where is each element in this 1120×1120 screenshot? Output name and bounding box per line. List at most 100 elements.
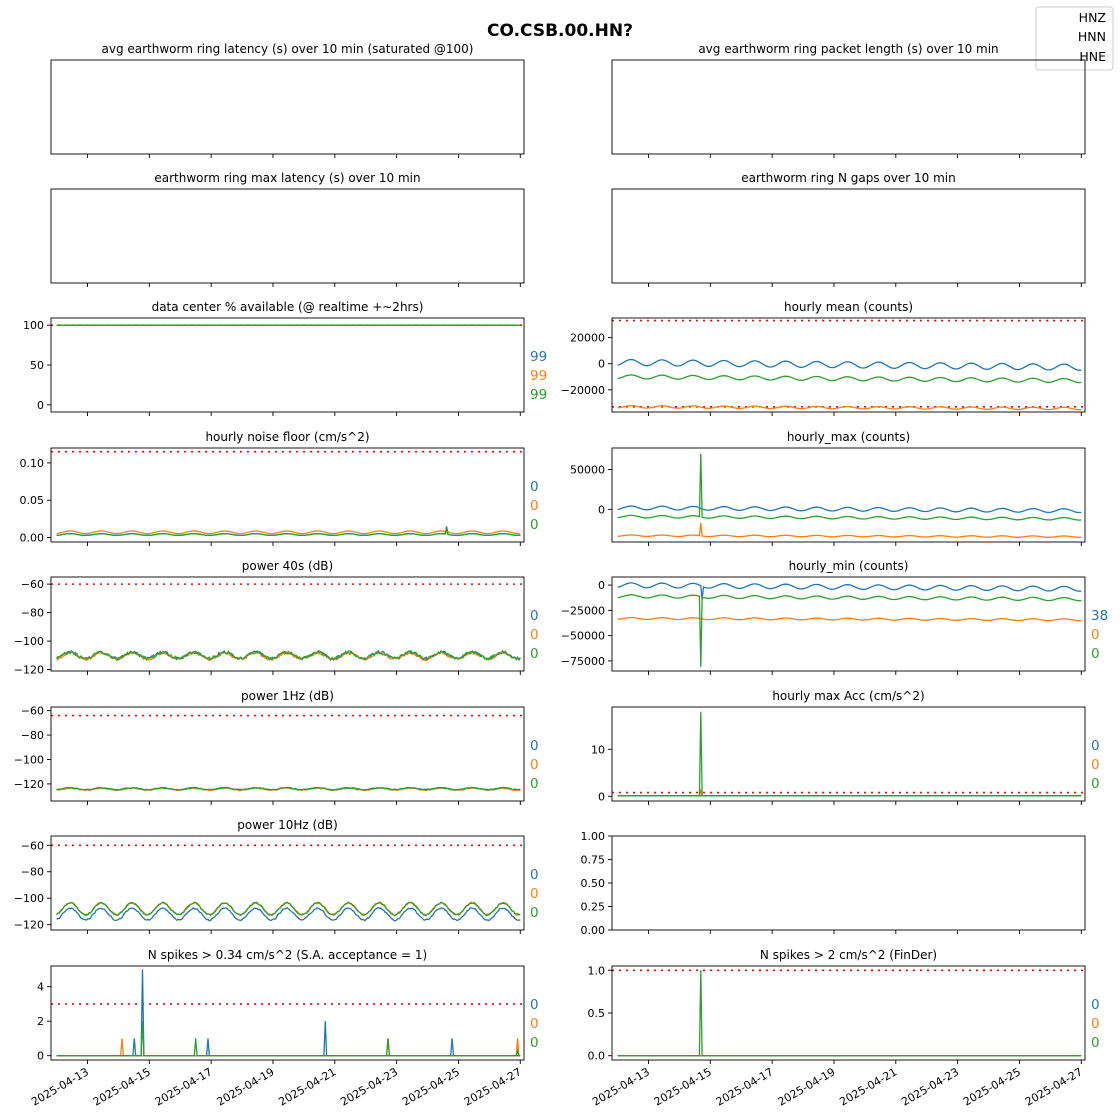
panel-title: hourly_min (counts) (789, 559, 909, 573)
axes-frame (611, 188, 1086, 284)
series-line-hnz (56, 906, 521, 922)
status-count-hnn: 0 (1091, 757, 1100, 773)
plot-area (617, 582, 1082, 668)
y-tick-label: −120 (14, 919, 44, 932)
axes-frame (50, 965, 525, 1061)
axes-frame (611, 59, 1086, 155)
status-count-hne: 0 (530, 905, 539, 921)
y-tick-label: 1.0 (588, 964, 606, 977)
axes-frame (50, 835, 525, 931)
axes-frame (611, 317, 1086, 413)
plot-area (612, 969, 1085, 1057)
y-tick-label: 0.0 (588, 1050, 606, 1063)
y-tick-label: 0 (37, 1050, 44, 1063)
status-count-hne: 99 (530, 387, 547, 403)
series-line-hne (617, 594, 1082, 668)
series-line-hne (617, 374, 1082, 384)
status-count-hnz: 0 (530, 608, 539, 624)
y-tick-label: 0.50 (581, 877, 606, 890)
series-line-hnn (617, 405, 1082, 411)
y-tick-label: 50 (30, 359, 44, 372)
status-count-hnn: 0 (1091, 1016, 1100, 1032)
y-tick-label: 0.00 (581, 924, 606, 937)
series-line-hne (56, 1021, 521, 1057)
panel-1: avg earthworm ring packet length (s) ove… (611, 42, 1086, 158)
panel-12: power 10Hz (dB) −120 −100 −80 −60 0 0 0 (14, 818, 539, 934)
status-count-hnn: 0 (530, 627, 539, 643)
y-tick-label: −60 (21, 705, 44, 718)
axes-frame (50, 188, 525, 284)
y-tick-label: −60 (21, 839, 44, 852)
panel-title: avg earthworm ring packet length (s) ove… (698, 42, 998, 56)
status-count-hnz: 0 (1091, 997, 1100, 1013)
y-tick-label: 0.05 (20, 494, 45, 507)
panel-11: hourly max Acc (cm/s^2) 0 10 0 0 0 (591, 689, 1100, 805)
status-count-hnn: 0 (530, 886, 539, 902)
y-tick-label: 50000 (570, 464, 605, 477)
plot-area (612, 711, 1085, 797)
panel-title: earthworm ring N gaps over 10 min (741, 171, 955, 185)
plot-area (51, 844, 524, 922)
status-count-hnn: 0 (530, 1016, 539, 1032)
status-count-hnz: 0 (1091, 738, 1100, 754)
y-tick-label: −80 (21, 729, 44, 742)
legend-label-hnn: HNN (1078, 29, 1106, 44)
status-count-hnz: 0 (530, 997, 539, 1013)
status-count-hnz: 0 (530, 479, 539, 495)
y-tick-label: −120 (14, 778, 44, 791)
y-tick-label: 1.00 (581, 830, 606, 843)
y-tick-label: 0.00 (20, 532, 45, 545)
plot-area (51, 583, 524, 662)
panel-title: hourly_max (counts) (787, 430, 910, 444)
y-tick-label: 4 (37, 981, 44, 994)
series-line-hnn (617, 616, 1082, 622)
series-line-hnz (617, 582, 1082, 600)
series-line-hnn (56, 530, 521, 535)
axes-frame (50, 706, 525, 802)
panel-3: earthworm ring N gaps over 10 min (611, 171, 1086, 287)
status-count-hne: 0 (1091, 1035, 1100, 1051)
panel-title: power 40s (dB) (242, 559, 333, 573)
status-count-hnn: 0 (530, 757, 539, 773)
status-count-hnz: 99 (530, 349, 547, 365)
panel-10: power 1Hz (dB) −120 −100 −80 −60 0 0 0 (14, 689, 539, 805)
axes-frame (611, 447, 1086, 543)
panel-title: power 1Hz (dB) (241, 689, 334, 703)
plot-area (612, 319, 1085, 411)
panel-13: 0.00 0.25 0.50 0.75 1.00 (581, 830, 1086, 937)
axes-frame (50, 447, 525, 543)
panel-title: N spikes > 2 cm/s^2 (FinDer) (760, 948, 937, 962)
axes-frame (611, 706, 1086, 802)
status-count-hne: 0 (1091, 776, 1100, 792)
y-tick-label: 0 (37, 399, 44, 412)
panel-title: N spikes > 0.34 cm/s^2 (S.A. acceptance … (148, 948, 427, 962)
series-line-hnz (617, 358, 1082, 371)
status-count-hne: 0 (1091, 646, 1100, 662)
y-tick-label: 0.10 (20, 457, 45, 470)
series-line-hne (617, 970, 1082, 1057)
panel-6: hourly noise floor (cm/s^2) 0.00 0.05 0.10 0… (20, 430, 539, 546)
panel-2: earthworm ring max latency (s) over 10 m… (50, 171, 525, 287)
series-line-hne (56, 526, 521, 537)
status-count-hnz: 38 (1091, 608, 1108, 624)
plot-area (51, 969, 524, 1057)
series-line-hne (617, 453, 1082, 521)
y-tick-label: 20000 (570, 332, 605, 345)
y-tick-label: 10 (591, 743, 605, 756)
axes-frame (611, 576, 1086, 672)
axes-frame (50, 576, 525, 672)
y-tick-label: −50000 (561, 630, 605, 643)
panel-title: earthworm ring max latency (s) over 10 m… (154, 171, 420, 185)
y-tick-label: −100 (14, 635, 44, 648)
y-tick-label: 2 (37, 1015, 44, 1028)
status-count-hnz: 0 (530, 738, 539, 754)
y-tick-label: 100 (23, 319, 44, 332)
y-tick-label: −20000 (561, 384, 605, 397)
figure-title: CO.CSB.00.HN? (487, 21, 633, 41)
plot-area (51, 450, 524, 537)
status-count-hne: 0 (530, 776, 539, 792)
legend: HNZ HNN HNE (1035, 6, 1114, 71)
panel-0: avg earthworm ring latency (s) over 10 m… (50, 42, 525, 158)
status-count-hne: 0 (530, 517, 539, 533)
panel-title: hourly max Acc (cm/s^2) (772, 689, 924, 703)
